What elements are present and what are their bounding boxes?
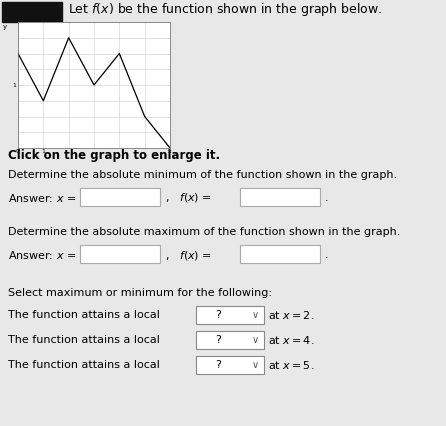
Text: y: y — [3, 24, 8, 30]
Text: ?: ? — [215, 360, 221, 370]
FancyBboxPatch shape — [240, 188, 320, 206]
FancyBboxPatch shape — [196, 331, 264, 349]
Text: ∨: ∨ — [252, 310, 259, 320]
FancyBboxPatch shape — [80, 188, 160, 206]
FancyBboxPatch shape — [240, 245, 320, 263]
Text: Click on the graph to enlarge it.: Click on the graph to enlarge it. — [8, 149, 220, 161]
Text: Determine the absolute minimum of the function shown in the graph.: Determine the absolute minimum of the fu… — [8, 170, 397, 180]
Text: ∨: ∨ — [252, 335, 259, 345]
Text: ,   $f(x)$ =: , $f(x)$ = — [165, 192, 212, 204]
FancyBboxPatch shape — [80, 245, 160, 263]
Text: The function attains a local: The function attains a local — [8, 335, 160, 345]
Text: ?: ? — [215, 310, 221, 320]
Bar — [2, 2, 62, 22]
Text: The function attains a local: The function attains a local — [8, 360, 160, 370]
Text: Answer: $x$ =: Answer: $x$ = — [8, 192, 77, 204]
Text: ,   $f(x)$ =: , $f(x)$ = — [165, 248, 212, 262]
Text: Let $f(x)$ be the function shown in the graph below.: Let $f(x)$ be the function shown in the … — [68, 2, 382, 18]
Text: Determine the absolute maximum of the function shown in the graph.: Determine the absolute maximum of the fu… — [8, 227, 401, 237]
Text: ∨: ∨ — [252, 360, 259, 370]
Text: at $x = 4$.: at $x = 4$. — [268, 334, 314, 346]
FancyBboxPatch shape — [196, 306, 264, 324]
Text: Answer: $x$ =: Answer: $x$ = — [8, 249, 77, 261]
Text: .: . — [325, 250, 329, 260]
Text: The function attains a local: The function attains a local — [8, 310, 160, 320]
FancyBboxPatch shape — [196, 356, 264, 374]
Text: .: . — [325, 193, 329, 203]
Text: at $x = 2$.: at $x = 2$. — [268, 309, 314, 321]
Text: ?: ? — [215, 335, 221, 345]
Text: Select maximum or minimum for the following:: Select maximum or minimum for the follow… — [8, 288, 272, 298]
Text: at $x = 5$.: at $x = 5$. — [268, 359, 314, 371]
